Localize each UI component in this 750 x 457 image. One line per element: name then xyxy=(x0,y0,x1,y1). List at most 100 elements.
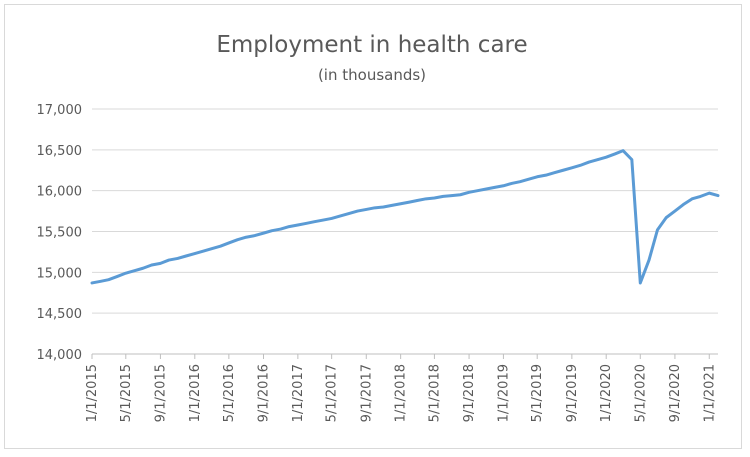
x-tick-label: 5/1/2017 xyxy=(325,364,340,422)
y-tick-label: 14,500 xyxy=(37,307,83,322)
data-point xyxy=(424,197,428,201)
data-point xyxy=(124,271,127,275)
data-point xyxy=(467,191,471,194)
y-axis-ticks: 14,000 14,500 15,000 15,500 16,000 16,500 17,0… xyxy=(37,103,83,363)
series-line xyxy=(90,149,720,285)
data-point xyxy=(493,186,496,189)
x-tick-label: 5/1/2020 xyxy=(633,364,648,422)
data-point xyxy=(141,267,145,270)
x-tick-label: 9/1/2016 xyxy=(256,364,271,422)
data-point xyxy=(416,199,419,202)
data-point xyxy=(656,228,659,232)
data-point xyxy=(116,275,119,278)
y-tick-label: 16,000 xyxy=(37,185,83,200)
data-point xyxy=(682,203,685,206)
x-tick-label: 1/1/2017 xyxy=(291,364,306,422)
x-tick-label: 9/1/2015 xyxy=(153,364,168,422)
data-point xyxy=(90,281,94,285)
data-point xyxy=(210,247,213,250)
data-point xyxy=(553,171,556,174)
data-point xyxy=(476,189,479,192)
data-point xyxy=(347,212,351,215)
data-point xyxy=(544,173,548,177)
data-point xyxy=(313,220,316,223)
x-tick-label: 1/1/2019 xyxy=(496,364,511,422)
x-tick-label: 9/1/2020 xyxy=(668,364,683,422)
x-tick-label: 1/1/2016 xyxy=(188,364,203,422)
data-point xyxy=(579,164,582,167)
data-point xyxy=(399,202,402,205)
x-axis-ticks: 1/1/2015 5/1/2015 9/1/2015 1/1/2016 5/1/2016… xyxy=(85,354,717,422)
data-point xyxy=(99,280,102,283)
y-tick-label: 15,500 xyxy=(37,226,83,241)
data-point xyxy=(262,231,265,235)
y-tick-label: 17,000 xyxy=(37,103,83,118)
data-point xyxy=(485,187,488,191)
data-point xyxy=(570,166,574,169)
data-point xyxy=(296,223,300,227)
data-point xyxy=(510,182,514,185)
data-point xyxy=(621,149,625,152)
data-point xyxy=(330,217,333,220)
data-point xyxy=(561,169,565,172)
data-point xyxy=(630,158,634,161)
x-tick-label: 5/1/2015 xyxy=(119,364,134,422)
data-point xyxy=(605,155,608,159)
data-point xyxy=(647,258,651,262)
data-point xyxy=(236,238,239,241)
data-point xyxy=(390,204,394,207)
data-point xyxy=(150,263,153,267)
x-tick-label: 9/1/2018 xyxy=(462,364,477,422)
data-point xyxy=(536,175,539,178)
data-point xyxy=(382,205,385,209)
data-point xyxy=(673,209,677,213)
y-tick-label: 14,000 xyxy=(37,348,83,363)
data-point xyxy=(690,197,694,201)
x-tick-label: 1/1/2018 xyxy=(394,364,409,422)
x-tick-label: 1/1/2021 xyxy=(702,364,717,422)
data-point xyxy=(527,178,530,181)
x-tick-label: 5/1/2019 xyxy=(530,364,545,422)
data-point xyxy=(159,262,162,265)
data-point xyxy=(219,245,222,248)
y-tick-label: 15,000 xyxy=(37,266,83,281)
data-point xyxy=(321,218,325,222)
data-point xyxy=(373,206,376,210)
data-point xyxy=(596,158,599,161)
data-point xyxy=(518,180,522,183)
data-point xyxy=(176,257,179,260)
y-tick-label: 16,500 xyxy=(37,144,83,159)
data-point xyxy=(193,252,196,255)
data-point xyxy=(433,196,436,200)
data-point xyxy=(587,160,591,164)
x-tick-label: 1/1/2015 xyxy=(85,364,100,422)
data-point xyxy=(639,281,642,285)
data-point xyxy=(716,194,720,197)
data-point xyxy=(441,195,445,198)
data-point xyxy=(279,227,282,231)
data-point xyxy=(613,152,617,156)
data-point xyxy=(664,216,668,219)
data-point xyxy=(356,209,359,213)
chart-title: Employment in health care xyxy=(216,32,527,58)
data-point xyxy=(287,225,291,228)
data-point xyxy=(699,195,702,198)
gridlines xyxy=(92,108,718,314)
data-point xyxy=(450,194,453,197)
chart-frame xyxy=(4,4,742,449)
data-point xyxy=(133,269,136,272)
data-point xyxy=(244,236,248,239)
data-point xyxy=(202,249,205,253)
data-point xyxy=(365,208,368,211)
data-point xyxy=(227,241,231,245)
data-point xyxy=(502,184,505,187)
data-point xyxy=(339,214,342,218)
data-point xyxy=(253,234,256,237)
data-point xyxy=(708,191,711,195)
data-point xyxy=(305,222,308,225)
x-tick-label: 9/1/2017 xyxy=(359,364,374,422)
x-tick-label: 5/1/2018 xyxy=(427,364,442,422)
data-point xyxy=(270,229,274,232)
x-tick-label: 9/1/2019 xyxy=(565,364,580,422)
